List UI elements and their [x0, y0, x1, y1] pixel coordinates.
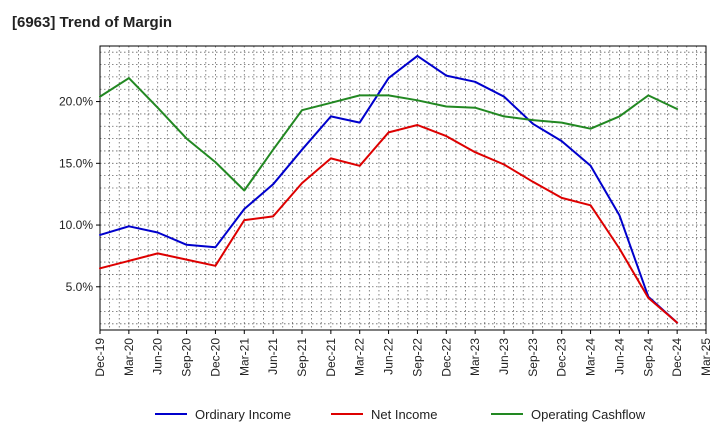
x-tick-label: Sep-21	[295, 338, 309, 377]
x-tick-label: Mar-21	[237, 338, 251, 376]
x-tick-label: Jun-21	[266, 338, 280, 375]
series-line-net-income	[99, 124, 679, 324]
legend: Ordinary Income Net Income Operating Cashf…	[155, 407, 646, 422]
chart-title: [6963] Trend of Margin	[12, 14, 173, 31]
x-tick-label: Jun-23	[497, 338, 511, 375]
legend-label: Operating Cashflow	[531, 407, 646, 422]
grid-lines	[100, 46, 706, 330]
legend-label: Ordinary Income	[195, 407, 291, 422]
series-line-ordinary-income	[99, 54, 679, 324]
x-tick-label: Sep-24	[641, 338, 655, 377]
x-tick-label: Jun-24	[612, 338, 626, 375]
x-tick-label: Mar-24	[584, 338, 598, 376]
x-tick-label: Mar-25	[699, 338, 713, 376]
y-tick-label: 5.0%	[66, 280, 94, 294]
x-tick-label: Dec-22	[439, 338, 453, 377]
series-lines	[99, 54, 679, 324]
x-tick-label: Dec-19	[93, 338, 107, 377]
y-tick-label: 20.0%	[59, 95, 93, 109]
x-tick-label: Dec-24	[670, 338, 684, 377]
x-tick-label: Jun-22	[382, 338, 396, 375]
x-axis: Dec-19 Mar-20 Jun-20 Sep-20 Dec-20 Mar-21 Jun-…	[93, 330, 713, 377]
x-tick-label: Sep-20	[180, 338, 194, 377]
plot-area-frame	[99, 45, 707, 331]
x-tick-label: Sep-22	[410, 338, 424, 377]
x-tick-label: Sep-23	[526, 338, 540, 377]
x-tick-label: Dec-23	[555, 338, 569, 377]
y-tick-label: 10.0%	[59, 218, 93, 232]
y-axis: 5.0% 10.0% 15.0% 20.0%	[59, 95, 100, 294]
x-tick-label: Mar-22	[353, 338, 367, 376]
series-line-operating-cashflow	[99, 77, 679, 192]
x-tick-label: Mar-20	[122, 338, 136, 376]
legend-label: Net Income	[371, 407, 437, 422]
x-tick-label: Dec-20	[208, 338, 222, 377]
x-tick-label: Jun-20	[151, 338, 165, 375]
y-tick-label: 15.0%	[59, 156, 93, 170]
x-tick-label: Mar-23	[468, 338, 482, 376]
x-tick-label: Dec-21	[324, 338, 338, 377]
